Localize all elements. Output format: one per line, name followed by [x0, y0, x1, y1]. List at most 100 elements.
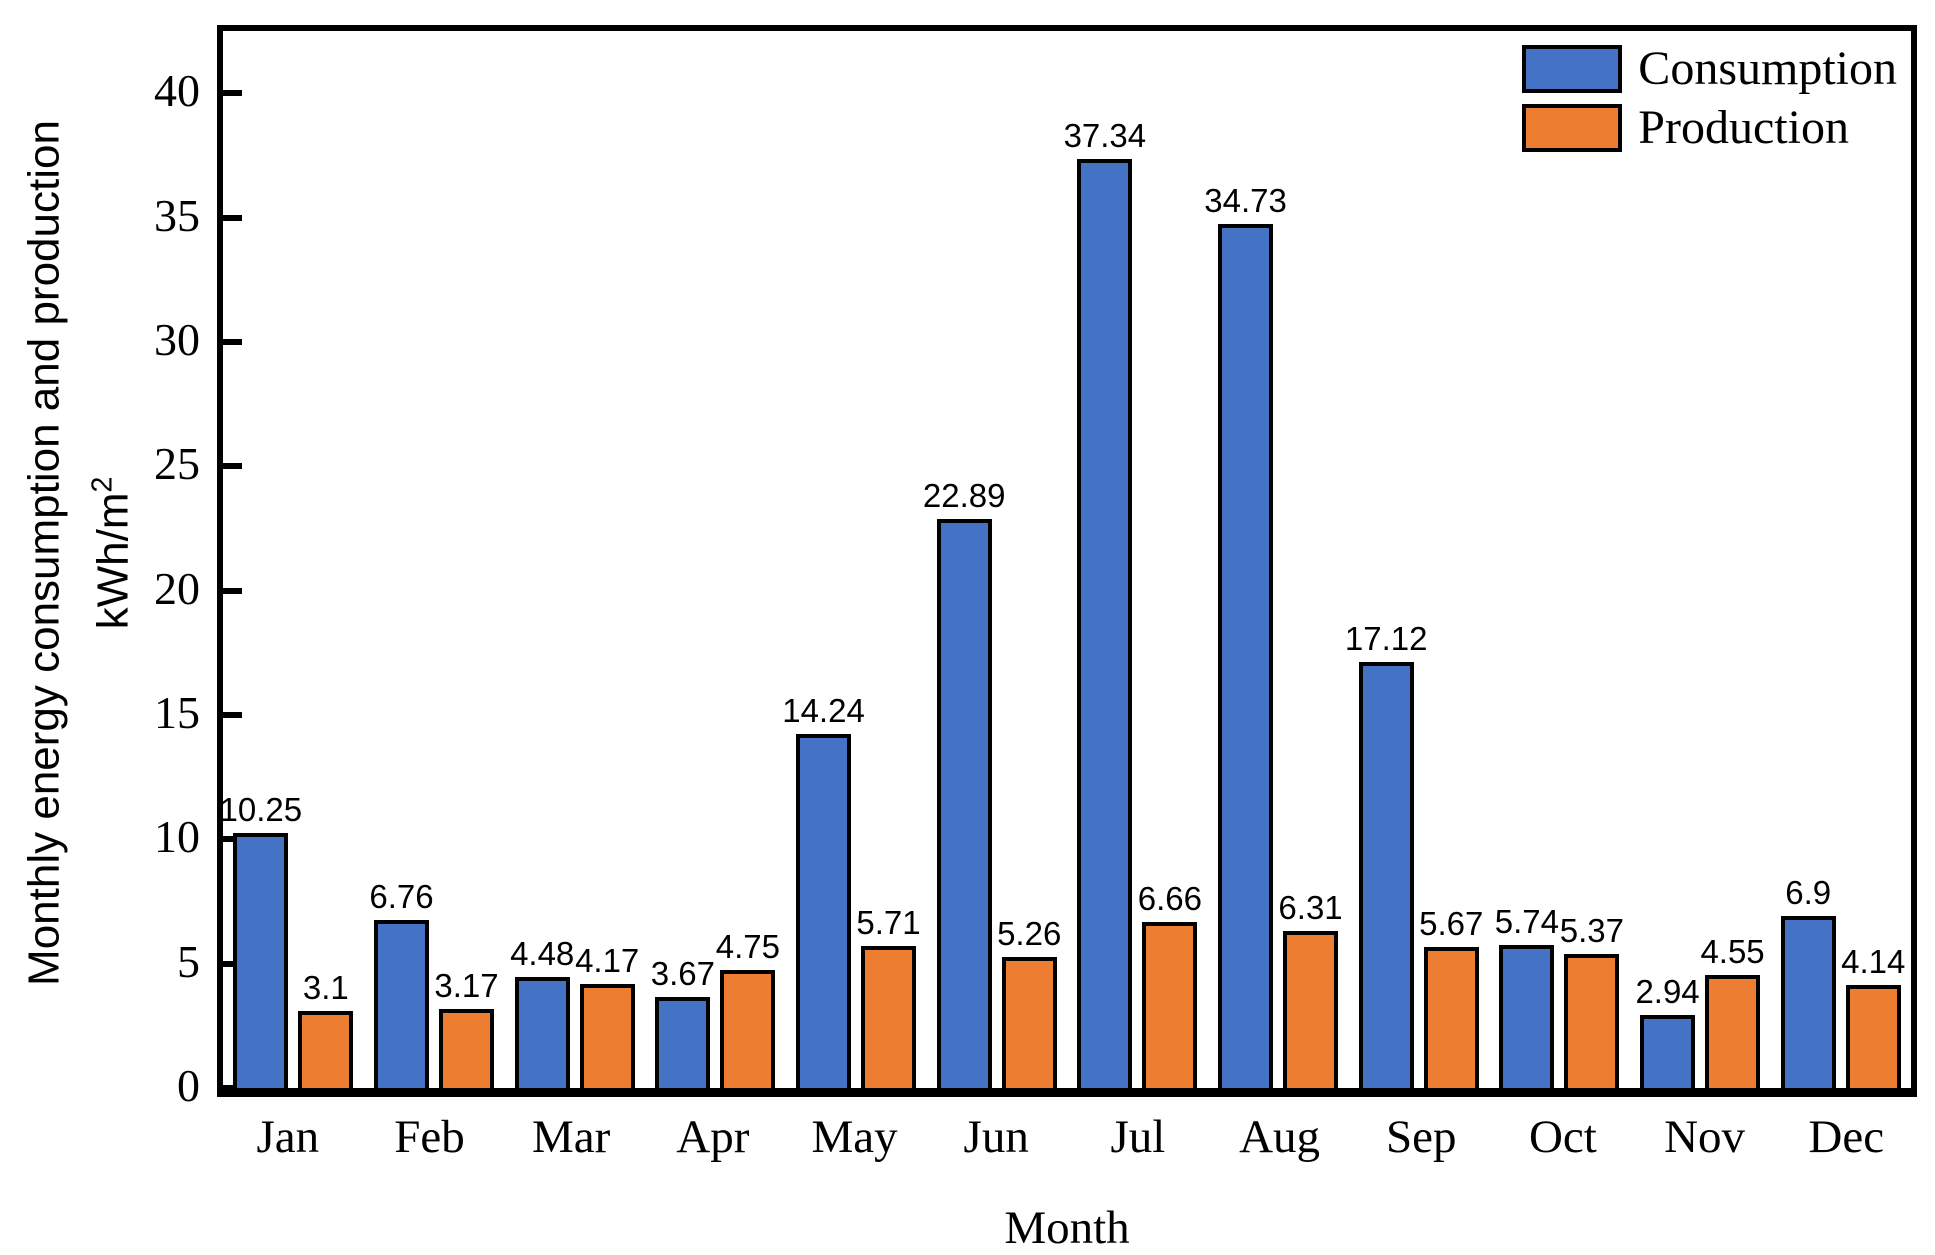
bar-value-label-production-mar: 4.17	[575, 942, 640, 979]
bar-wrap-consumption-jul: 37.34	[1064, 117, 1146, 1088]
bar-consumption-apr	[655, 997, 711, 1088]
bar-wrap-consumption-oct: 5.74	[1495, 903, 1559, 1088]
x-tick-label-may: May	[811, 1111, 898, 1163]
x-tick-label-aug: Aug	[1239, 1111, 1321, 1163]
bar-production-nov	[1705, 975, 1761, 1088]
x-tick-label-oct: Oct	[1528, 1111, 1597, 1163]
bar-group-jun: 22.89 5.26	[923, 31, 1067, 1088]
bar-value-label-consumption-may: 14.24	[782, 692, 865, 729]
bar-value-label-consumption-apr: 3.67	[650, 955, 715, 992]
x-tick-label-nov: Nov	[1664, 1111, 1746, 1163]
bar-value-label-consumption-nov: 2.94	[1635, 973, 1700, 1010]
bar-wrap-production-oct: 5.37	[1560, 912, 1624, 1088]
bar-production-mar	[579, 984, 635, 1088]
legend-swatch-consumption	[1522, 45, 1623, 93]
bar-wrap-production-sep: 5.67	[1419, 905, 1483, 1088]
bar-wrap-production-jun: 5.26	[997, 915, 1061, 1088]
bar-wrap-production-feb: 3.17	[434, 967, 499, 1088]
y-tick-label-0: 0	[177, 1060, 200, 1111]
y-tick-mark-25	[223, 463, 242, 470]
x-axis-title: Month	[1004, 1202, 1130, 1254]
bar-consumption-mar	[514, 977, 570, 1088]
bar-value-label-production-jun: 5.26	[997, 915, 1062, 952]
x-tick-label-apr: Apr	[676, 1111, 750, 1163]
bar-wrap-consumption-feb: 6.76	[369, 878, 434, 1088]
y-tick-label-5: 5	[177, 935, 200, 987]
plot-area: 10.25 3.1 6.76 3.17 4.48 4.17 3.67 4.75 14.24 5.7…	[217, 25, 1917, 1097]
bar-consumption-feb	[374, 920, 429, 1088]
bar-consumption-oct	[1499, 945, 1555, 1088]
bar-value-label-production-jul: 6.66	[1137, 880, 1202, 917]
y-tick-label-40: 40	[154, 65, 200, 117]
x-axis-tick-labels: Jan Feb Mar Apr May Jun Jul Aug Sep Oct Nov Dec	[217, 1110, 1917, 1164]
bar-value-label-production-apr: 4.75	[715, 928, 780, 965]
bar-wrap-consumption-aug: 34.73	[1204, 182, 1287, 1088]
bar-value-label-production-jan: 3.1	[302, 969, 349, 1006]
bar-group-mar: 4.48 4.17	[504, 31, 645, 1088]
bar-production-may	[861, 946, 917, 1088]
x-tick-label-mar: Mar	[532, 1111, 611, 1163]
bar-group-jul: 37.34 6.66	[1064, 31, 1208, 1088]
bar-group-nov: 2.94 4.55	[1630, 31, 1771, 1088]
bar-wrap-consumption-nov: 2.94	[1635, 973, 1700, 1088]
bar-value-label-production-aug: 6.31	[1278, 889, 1343, 926]
y-tick-mark-15	[223, 711, 242, 718]
bar-consumption-sep	[1358, 662, 1414, 1088]
bar-production-apr	[720, 970, 776, 1088]
bar-wrap-production-may: 5.71	[856, 904, 921, 1088]
bar-group-feb: 6.76 3.17	[364, 31, 505, 1088]
bar-value-label-production-may: 5.71	[856, 904, 921, 941]
x-tick-label-sep: Sep	[1385, 1111, 1457, 1163]
bar-group-may: 14.24 5.71	[782, 31, 927, 1088]
y-tick-mark-10	[223, 836, 242, 843]
y-tick-mark-5	[223, 960, 242, 967]
bar-group-jan: 10.25 3.1	[220, 31, 364, 1088]
bar-production-jan	[298, 1011, 354, 1088]
bar-wrap-consumption-jan: 10.25	[220, 791, 302, 1088]
bar-consumption-nov	[1640, 1015, 1696, 1088]
bar-group-oct: 5.74 5.37	[1489, 31, 1630, 1088]
bar-wrap-consumption-may: 14.24	[782, 692, 865, 1088]
bar-consumption-jun	[936, 519, 992, 1088]
y-tick-mark-40	[223, 90, 242, 97]
bar-consumption-dec	[1780, 916, 1836, 1088]
bar-wrap-consumption-sep: 17.12	[1345, 620, 1428, 1088]
x-tick-label-jun: Jun	[963, 1111, 1029, 1163]
bar-value-label-consumption-mar: 4.48	[510, 935, 575, 972]
y-tick-mark-30	[223, 338, 242, 345]
bars-container: 10.25 3.1 6.76 3.17 4.48 4.17 3.67 4.75 14.24 5.7…	[220, 31, 1911, 1088]
bar-value-label-consumption-sep: 17.12	[1344, 620, 1428, 657]
bar-consumption-aug	[1218, 224, 1274, 1088]
bar-consumption-jan	[233, 833, 289, 1088]
bar-wrap-production-apr: 4.75	[716, 928, 780, 1088]
bar-group-aug: 34.73 6.31	[1204, 31, 1349, 1088]
bar-value-label-production-sep: 5.67	[1419, 905, 1484, 942]
bar-value-label-production-feb: 3.17	[434, 967, 499, 1004]
y-tick-label-35: 35	[154, 189, 200, 241]
bar-value-label-consumption-oct: 5.74	[1494, 903, 1559, 940]
y-tick-label-25: 25	[154, 438, 200, 490]
y-tick-mark-35	[223, 214, 242, 221]
y-tick-mark-0	[223, 1085, 242, 1091]
bar-wrap-consumption-dec: 6.9	[1780, 874, 1836, 1088]
bar-wrap-production-jul: 6.66	[1138, 880, 1202, 1088]
y-tick-label-10: 10	[154, 811, 200, 863]
x-tick-label-jan: Jan	[256, 1111, 320, 1163]
bar-value-label-consumption-jan: 10.25	[219, 791, 303, 828]
bar-value-label-consumption-feb: 6.76	[369, 878, 434, 915]
bar-group-sep: 17.12 5.67	[1345, 31, 1489, 1088]
bar-group-apr: 3.67 4.75	[645, 31, 786, 1088]
bar-group-dec: 6.9 4.14	[1770, 31, 1911, 1088]
bar-production-feb	[439, 1009, 494, 1088]
bar-consumption-jul	[1077, 159, 1133, 1088]
bar-wrap-production-mar: 4.17	[575, 942, 639, 1088]
bar-wrap-consumption-mar: 4.48	[510, 935, 574, 1088]
bar-wrap-consumption-apr: 3.67	[651, 955, 715, 1088]
bar-value-label-consumption-dec: 6.9	[1785, 874, 1832, 911]
legend-label-consumption: Consumption	[1638, 42, 1897, 95]
bar-wrap-production-aug: 6.31	[1278, 889, 1343, 1088]
bar-production-oct	[1564, 954, 1620, 1088]
bar-production-jun	[1001, 957, 1057, 1088]
bar-production-jul	[1142, 922, 1198, 1088]
